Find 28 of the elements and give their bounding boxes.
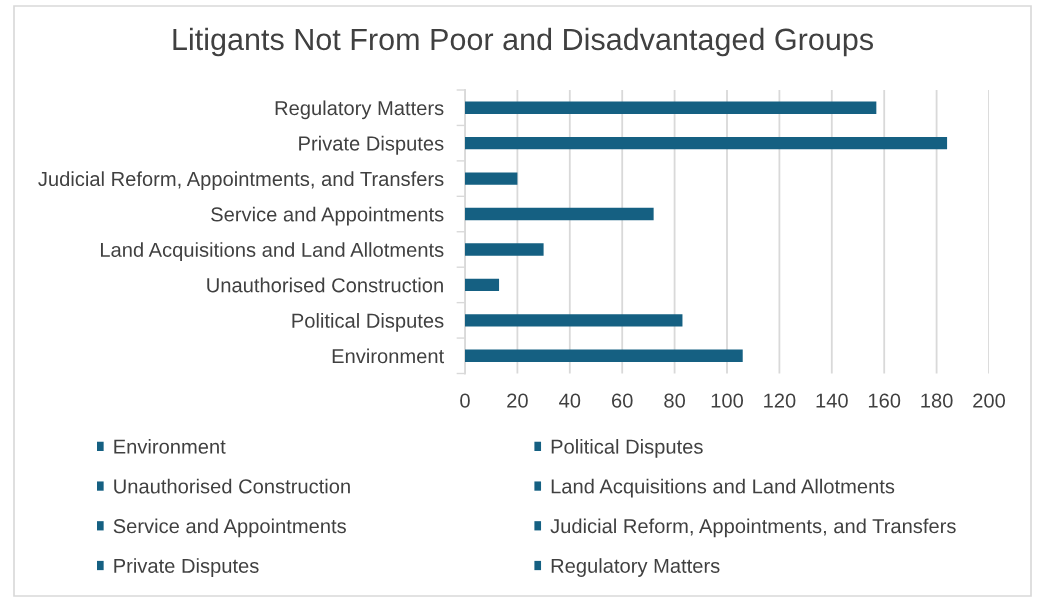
x-tick-label: 160	[868, 393, 901, 408]
y-tick-label: Private Disputes	[299, 135, 444, 155]
legend-label: Land Acquisitions and Land Allotments	[551, 478, 895, 498]
legend-label: Private Disputes	[114, 558, 259, 577]
legend-label: Service and Appointments	[113, 518, 346, 538]
legend-label: Political Disputes	[551, 439, 703, 458]
y-tick-label: Environment	[332, 348, 445, 364]
x-tick-label: 80	[664, 393, 686, 408]
legend-label: Unauthorised Construction	[114, 478, 350, 494]
y-tick-label: Land Acquisitions and Land Allotments	[100, 242, 444, 261]
legend-label: Environment	[114, 439, 226, 454]
x-tick-label: 40	[559, 393, 581, 408]
y-tick-label: Judicial Reform, Appointments, and Transfers	[38, 171, 444, 191]
x-tick-label: 100	[711, 393, 744, 408]
y-tick-label: Service and Appointments	[211, 206, 444, 226]
y-tick-label: Regulatory Matters	[275, 100, 444, 120]
legend-label: Regulatory Matters	[551, 558, 720, 577]
x-tick-label: 140	[816, 393, 848, 408]
legend-label: Judicial Reform, Appointments, and Transfers	[550, 518, 956, 538]
y-tick-label: Political Disputes	[292, 313, 444, 332]
y-tick-label: Unauthorised Construction	[207, 277, 443, 293]
chart-title: Litigants Not From Poor and Disadvantaged Groups	[173, 27, 873, 57]
x-tick-label: 0	[460, 393, 470, 408]
x-tick-label: 180	[921, 393, 953, 408]
x-tick-label: 120	[764, 393, 796, 408]
x-tick-label: 20	[507, 393, 528, 408]
x-tick-label: 60	[612, 393, 633, 408]
x-tick-label: 200	[973, 393, 1006, 408]
